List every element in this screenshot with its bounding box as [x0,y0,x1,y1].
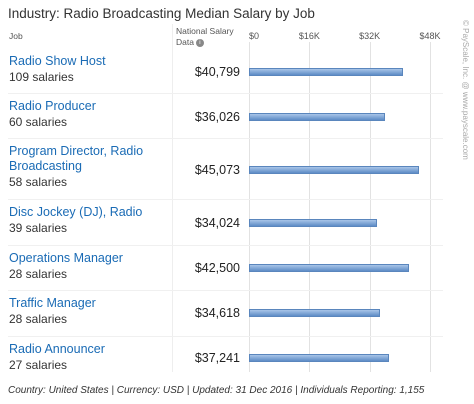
grid-line [309,42,311,372]
chart-title: Industry: Radio Broadcasting Median Sala… [8,6,315,21]
row-separator [8,290,443,291]
x-tick-label: $16K [298,31,320,41]
value-label: $40,799 [194,65,240,79]
job-name[interactable]: Disc Jockey (DJ), Radio [9,205,143,219]
job-header: Job [9,31,23,41]
value-label: $36,026 [194,110,240,124]
value-label: $37,241 [194,351,240,365]
bar [249,166,419,174]
x-tick-label: $48K [419,31,441,41]
grid-line [369,42,371,372]
info-icon[interactable]: i [195,38,204,47]
row-separator [8,138,443,139]
salary-count: 58 salaries [9,175,68,189]
value-label: $34,618 [194,306,240,320]
job-name[interactable]: Radio Producer [9,99,96,113]
salary-count: 28 salaries [9,267,68,281]
value-label: $45,073 [194,163,240,177]
x-tick-label: $32K [359,31,381,41]
watermark: © PayScale, Inc. @ www.payscale.com [461,20,470,160]
row-separator [8,93,443,94]
footer: Country: United States | Currency: USD |… [8,385,425,396]
job-name[interactable]: Radio Show Host [9,54,106,68]
value-header-text: National Salary Data [176,26,234,47]
job-name[interactable]: Operations Manager [9,251,123,265]
grid-line [430,42,431,372]
x-tick-label: $0 [249,31,260,41]
row-separator [8,199,443,200]
salary-count: 28 salaries [9,312,68,326]
bar [249,113,385,121]
salary-count: 60 salaries [9,115,68,129]
bar [249,309,380,317]
salary-count: 109 salaries [9,70,74,84]
bar [249,219,378,227]
salary-count: 39 salaries [9,221,68,235]
value-label: $34,024 [194,216,240,230]
row-separator [8,245,443,246]
salary-count: 27 salaries [9,358,68,372]
bar [249,264,410,272]
bar [249,354,390,362]
grid-line [249,42,250,372]
bar [249,68,403,76]
job-name[interactable]: Program Director, Radio Broadcasting [9,144,144,173]
job-name[interactable]: Radio Announcer [9,342,105,356]
job-name[interactable]: Traffic Manager [9,296,96,310]
row-separator [8,336,443,337]
column-separator [172,24,173,372]
value-label: $42,500 [194,261,240,275]
value-header: National Salary Data i [176,26,240,48]
